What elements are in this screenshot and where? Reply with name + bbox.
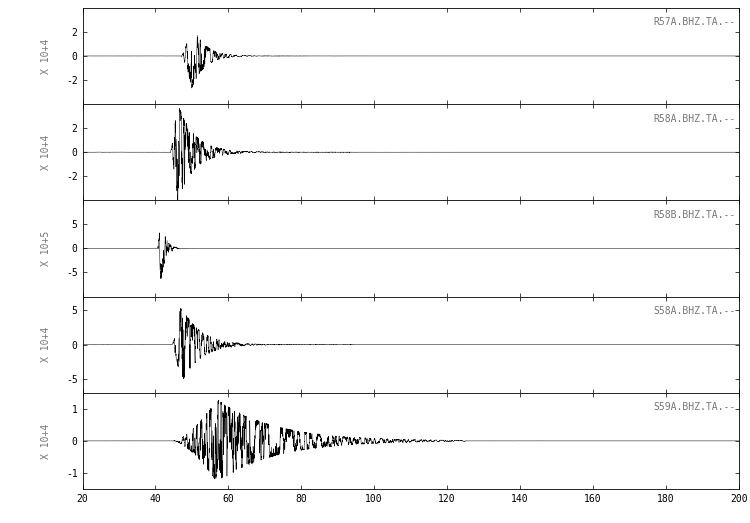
Text: R58A.BHZ.TA.--: R58A.BHZ.TA.-- [653, 113, 736, 124]
Text: X 10+4: X 10+4 [41, 423, 52, 459]
Text: X 10+4: X 10+4 [41, 327, 52, 362]
Text: X 10+4: X 10+4 [41, 38, 52, 74]
Text: R57A.BHZ.TA.--: R57A.BHZ.TA.-- [653, 17, 736, 28]
Text: S59A.BHZ.TA.--: S59A.BHZ.TA.-- [653, 402, 736, 413]
Text: X 10+4: X 10+4 [41, 134, 52, 170]
Text: X 10+5: X 10+5 [41, 231, 52, 266]
Text: S58A.BHZ.TA.--: S58A.BHZ.TA.-- [653, 306, 736, 316]
Text: R58B.BHZ.TA.--: R58B.BHZ.TA.-- [653, 210, 736, 220]
